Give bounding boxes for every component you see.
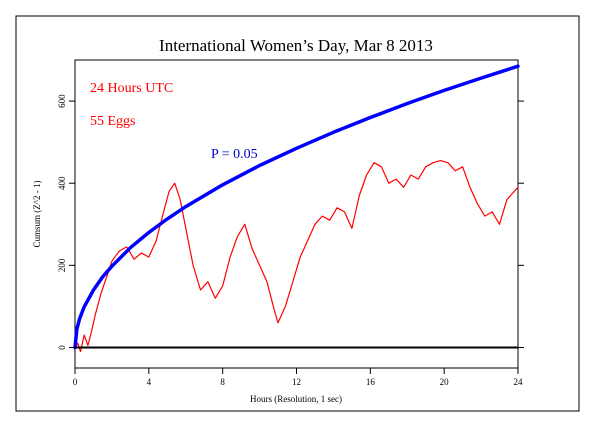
series-line-cumsum [74,160,519,353]
annotation-p-value: P = 0.05 [211,147,258,162]
y-tick-label: 600 [57,94,67,108]
x-tick-label: 12 [292,377,301,387]
annotation-time-range: 24 Hours UTC [90,81,173,96]
x-tick-label: 24 [514,377,524,387]
y-tick-label: 400 [57,176,67,190]
series-layer [73,64,520,353]
annotation-egg-count: 55 Eggs [90,114,136,129]
chart-title: International Women’s Day, Mar 8 2013 [159,36,433,55]
x-tick-label: 8 [220,377,225,387]
y-tick-label: 0 [57,345,67,350]
y-axis-label: Cumsum (Z^2 - 1) [32,181,42,248]
series-line-envelope [73,64,520,350]
x-axis: 0 4 8 12 16 20 24 [73,368,523,387]
y-tick-label: 200 [57,258,67,272]
outer-border [15,15,580,412]
x-tick-label: 16 [366,377,376,387]
x-tick-label: 20 [440,377,450,387]
x-axis-label: Hours (Resolution, 1 sec) [250,394,342,404]
x-tick-label: 0 [73,377,78,387]
x-tick-label: 4 [147,377,152,387]
